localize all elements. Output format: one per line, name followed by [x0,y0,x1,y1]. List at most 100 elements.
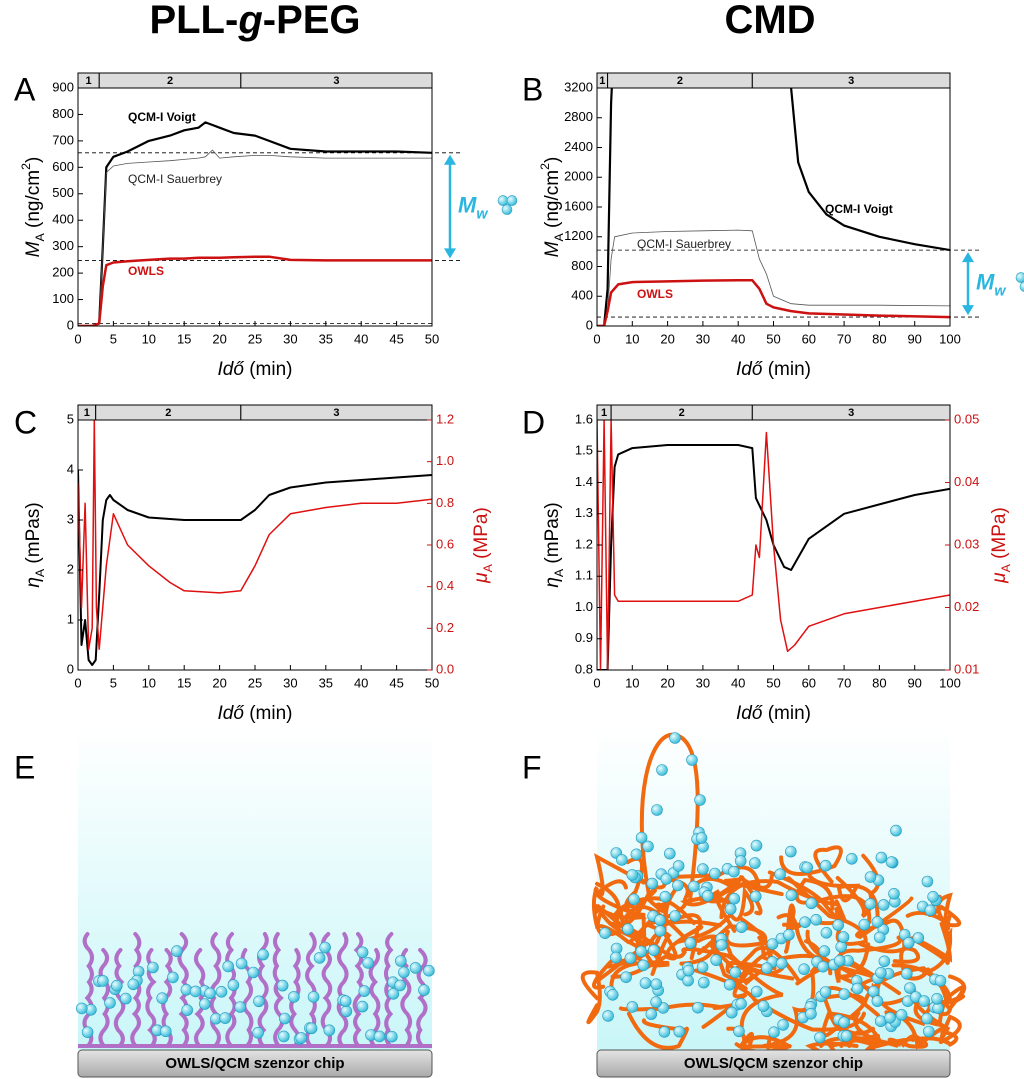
y2-axis-label: μA (MPa) [989,507,1013,584]
label-part: (min) [762,359,811,380]
functional-group [97,975,109,987]
functional-group [686,754,698,766]
functional-group [610,951,622,964]
polymer-chain [595,896,652,937]
functional-group [931,992,943,1005]
x-tick-label: 50 [766,331,780,346]
functional-group [838,988,851,1001]
functional-group [278,1012,291,1025]
functional-group [918,995,931,1007]
functional-group [204,987,216,1000]
functional-group [650,978,663,991]
polymer-chain [922,892,953,976]
functional-group [864,871,877,883]
functional-group [76,1002,88,1015]
x-tick-label: 45 [389,675,403,690]
functional-group [798,963,810,976]
series-label: QCM-I Sauerbrey [128,172,222,186]
x-axis-label: Idő (min) [736,359,811,380]
functional-group [749,890,762,903]
functional-group [373,1030,386,1043]
y-tick-label: 1600 [564,198,593,213]
functional-group [912,932,925,944]
phase-label: 2 [677,75,683,87]
functional-group [750,985,763,998]
functional-group [669,910,681,922]
y-tick-label: 100 [52,291,74,306]
functional-group [234,1001,246,1013]
plot-area [597,88,950,326]
functional-group [199,998,211,1010]
functional-group [878,955,891,968]
y-tick-label: 1.3 [575,505,593,520]
x-tick-label: 0 [74,331,81,346]
y-tick-label: 5 [67,411,74,426]
label-part: A [552,568,566,577]
x-tick-label: 90 [907,331,921,346]
data-line [78,149,432,326]
functional-group [654,925,667,937]
functional-group [628,893,640,906]
x-tick-label: 80 [872,331,886,346]
polymer-chain [630,872,736,900]
data-line [78,420,432,650]
polymer-chain [892,946,931,981]
label-part: M [458,192,477,217]
label-part: (min) [244,703,293,724]
functional-group [814,1031,826,1044]
functional-group [766,938,779,950]
data-line [597,88,950,326]
x-tick-label: 100 [939,331,961,346]
functional-group [777,1019,789,1031]
functional-group [733,1025,745,1038]
y2-tick-label: 1.2 [436,411,454,426]
functional-group [888,887,900,900]
data-line [597,444,950,670]
functional-group [307,991,320,1003]
functional-group [725,1006,738,1019]
functional-group [147,961,159,974]
y-tick-label: 2 [67,561,74,576]
functional-group [669,732,681,744]
functional-group [156,992,168,1005]
functional-group [635,831,648,844]
polymer-chain [794,877,872,924]
molecule-icon [1015,272,1024,283]
panel-letter: D [522,404,545,440]
functional-group [672,860,685,872]
functional-group [215,985,228,998]
functional-group [735,921,748,934]
functional-group [606,988,619,1001]
phase-label: 3 [333,75,339,87]
functional-group [724,903,737,915]
polymer-brush [98,948,110,1048]
functional-group [851,982,864,995]
x-tick-label: 30 [283,331,297,346]
functional-group [728,892,741,905]
sensor-chip [77,1049,433,1078]
x-tick-label: 60 [802,331,816,346]
functional-group [694,794,706,806]
plot-area [78,88,432,326]
functional-group [820,926,833,939]
functional-group [602,1010,614,1022]
functional-group [673,1025,686,1038]
phase-label: 1 [84,407,90,419]
functional-group [356,1000,369,1013]
functional-group [160,1025,172,1038]
functional-group [398,966,410,979]
functional-group [757,1000,770,1012]
series-label: OWLS [128,264,164,278]
label-part: M [976,269,995,294]
functional-group [895,1008,908,1021]
label-part: g [237,0,262,42]
y-tick-label: 0 [586,317,593,332]
functional-group [838,1016,850,1029]
data-line [597,420,950,670]
functional-group [181,1004,193,1016]
functional-group [750,839,763,852]
functional-group [323,1024,336,1037]
y-tick-label: 200 [52,265,74,280]
polymer-chain [676,885,755,944]
y2-tick-label: 0.04 [954,474,979,489]
